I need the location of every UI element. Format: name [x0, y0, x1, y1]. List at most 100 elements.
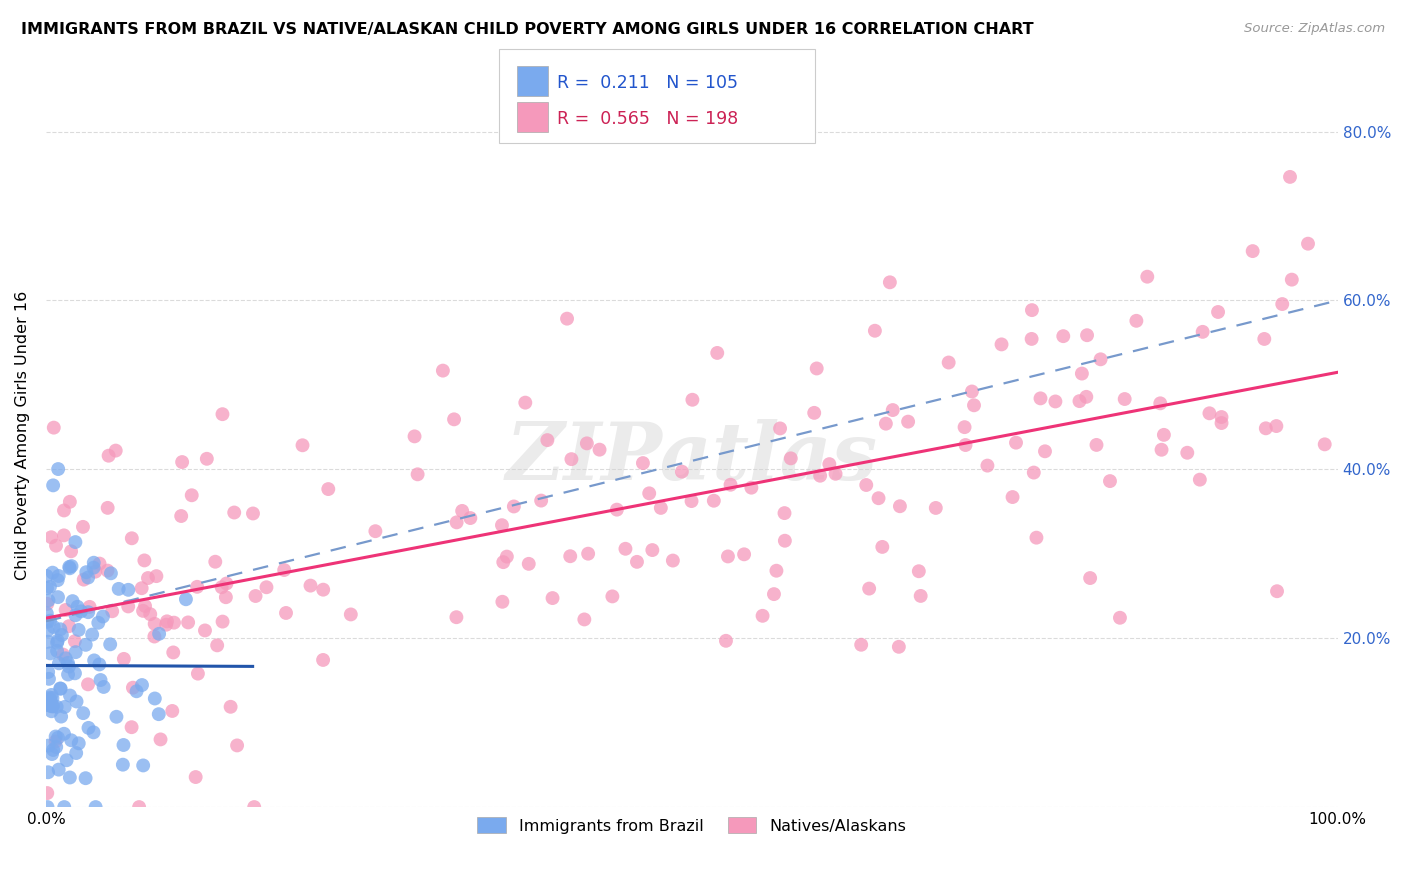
Point: [882, 403, 904, 417]
Point: [72, 706, 94, 720]
Point: [340, 607, 363, 622]
Y-axis label: Child Poverty Among Girls Under 16: Child Poverty Among Girls Under 16: [15, 291, 30, 580]
Point: [1021, 303, 1043, 318]
Point: [55, 603, 77, 617]
Point: [65, 535, 87, 549]
Point: [602, 590, 624, 604]
Point: [41, 699, 63, 714]
Point: [875, 417, 897, 431]
Point: [75, 638, 97, 652]
Point: [65, 746, 87, 760]
Point: [224, 506, 246, 520]
Point: [37, 615, 59, 629]
Point: [769, 421, 792, 435]
Point: [364, 524, 387, 539]
Point: [42, 699, 65, 714]
Point: [37, 800, 59, 814]
Point: [58, 560, 80, 574]
Point: [879, 275, 901, 289]
Point: [148, 707, 170, 722]
Point: [46, 590, 69, 604]
Point: [100, 566, 122, 581]
Point: [186, 580, 208, 594]
Point: [41, 688, 63, 702]
Point: [177, 615, 200, 630]
Point: [41, 747, 63, 761]
Point: [638, 486, 661, 500]
Point: [432, 363, 454, 377]
Point: [818, 457, 841, 471]
Point: [105, 710, 128, 724]
Point: [56, 667, 79, 681]
Point: [132, 604, 155, 618]
Point: [65, 608, 87, 623]
Point: [1125, 314, 1147, 328]
Point: [37, 597, 59, 611]
Text: Source: ZipAtlas.com: Source: ZipAtlas.com: [1244, 22, 1385, 36]
Point: [1254, 421, 1277, 435]
Point: [451, 504, 474, 518]
Point: [37, 786, 59, 800]
Point: [117, 599, 139, 614]
Point: [41, 691, 63, 706]
Point: [121, 531, 143, 545]
Point: [641, 543, 664, 558]
Point: [1149, 396, 1171, 410]
Point: [1279, 169, 1302, 184]
Point: [215, 576, 238, 591]
Point: [765, 564, 787, 578]
Point: [45, 730, 67, 744]
Point: [1029, 392, 1052, 406]
Point: [492, 555, 515, 569]
Point: [56, 656, 79, 670]
Point: [134, 553, 156, 567]
Point: [614, 541, 637, 556]
Point: [170, 509, 193, 524]
Point: [134, 599, 156, 613]
Point: [162, 704, 184, 718]
Point: [163, 615, 186, 630]
Point: [48, 763, 70, 777]
Point: [446, 516, 468, 530]
Point: [1188, 473, 1211, 487]
Point: [808, 468, 831, 483]
Point: [773, 533, 796, 548]
Point: [35, 607, 58, 621]
Point: [868, 491, 890, 506]
Point: [46, 644, 69, 658]
Point: [1052, 329, 1074, 343]
Point: [39, 530, 62, 544]
Point: [312, 653, 335, 667]
Point: [172, 455, 194, 469]
Point: [38, 672, 60, 686]
Point: [536, 433, 558, 447]
Point: [1109, 611, 1132, 625]
Point: [60, 559, 83, 574]
Point: [77, 605, 100, 619]
Point: [52, 528, 75, 542]
Point: [83, 725, 105, 739]
Point: [404, 429, 426, 443]
Point: [37, 739, 59, 753]
Point: [243, 800, 266, 814]
Point: [41, 704, 63, 718]
Point: [77, 721, 100, 735]
Point: [42, 478, 65, 492]
Point: [195, 451, 218, 466]
Point: [128, 800, 150, 814]
Point: [97, 449, 120, 463]
Point: [460, 511, 482, 525]
Point: [62, 594, 84, 608]
Point: [1206, 305, 1229, 319]
Point: [960, 384, 983, 399]
Point: [107, 582, 129, 596]
Point: [1076, 390, 1098, 404]
Point: [762, 587, 785, 601]
Point: [751, 608, 773, 623]
Point: [1191, 325, 1213, 339]
Point: [717, 549, 740, 564]
Point: [149, 732, 172, 747]
Point: [39, 694, 62, 708]
Point: [42, 620, 65, 634]
Point: [59, 495, 82, 509]
